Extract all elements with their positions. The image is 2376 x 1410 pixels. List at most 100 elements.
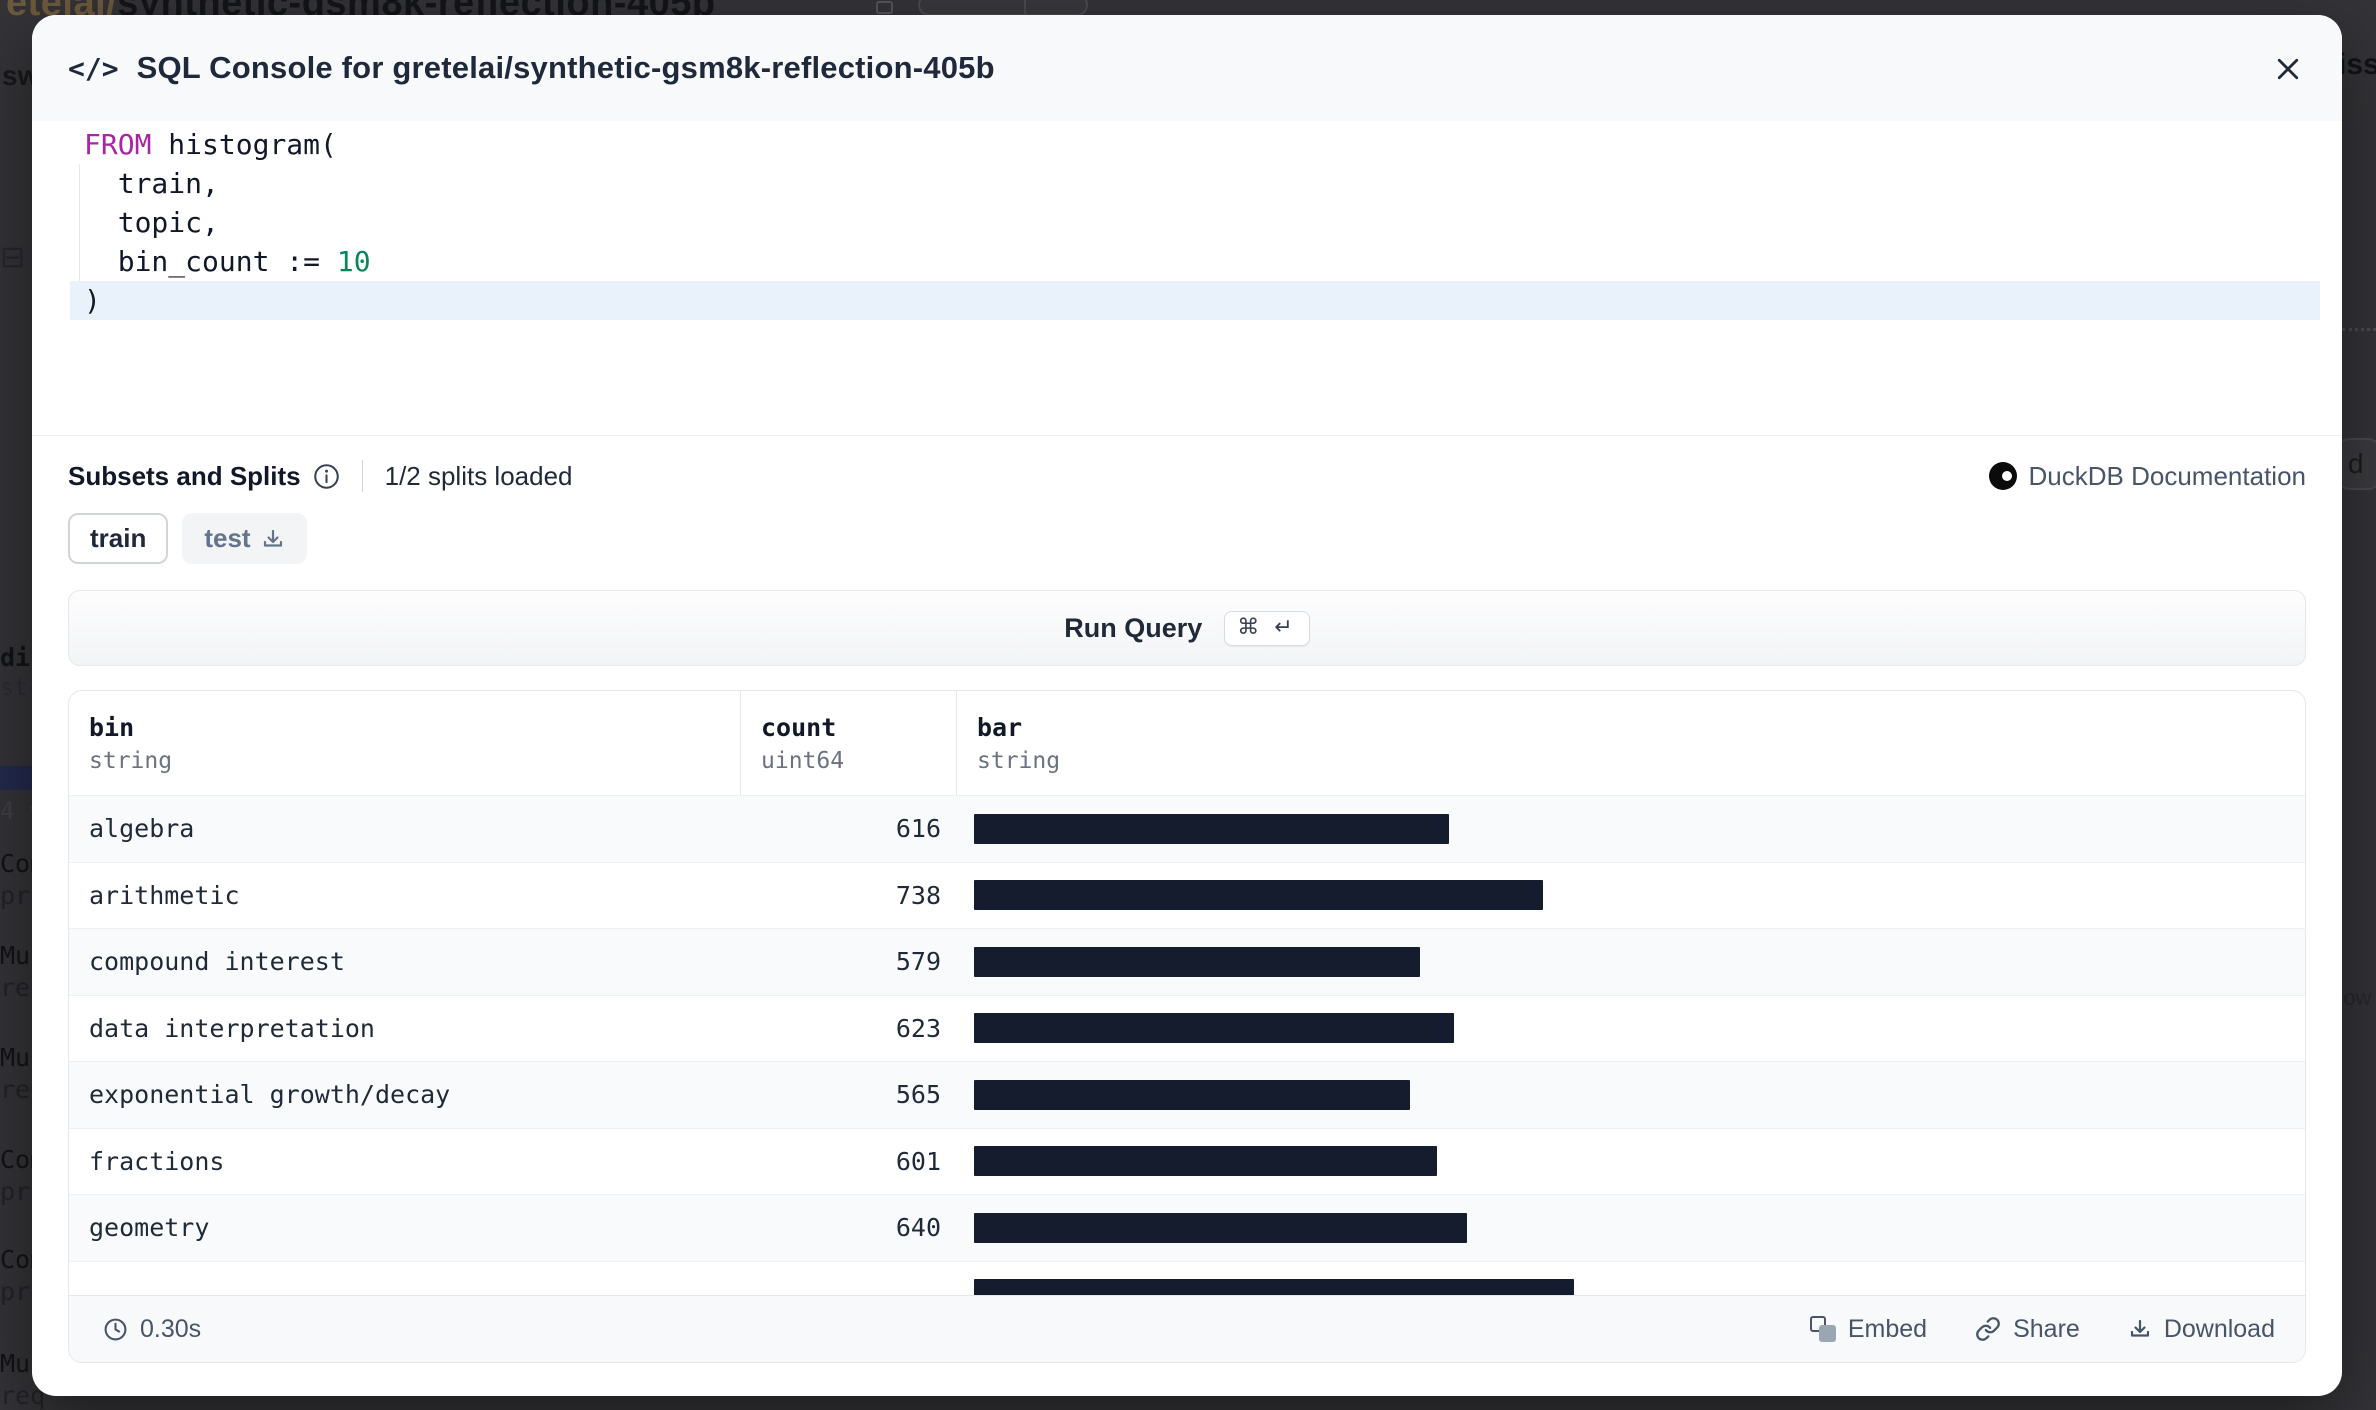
code-line-5: ) [70, 281, 2320, 320]
cell-bin: geometry [89, 1213, 210, 1243]
cell-bar [957, 1279, 2305, 1295]
split-selector: train test [68, 513, 307, 564]
download-icon [263, 529, 282, 547]
histogram-bar [974, 813, 1449, 844]
cell-count: 640 [895, 1213, 941, 1243]
results-table-header: bin string count uint64 bar string [69, 691, 2305, 795]
results-panel: bin string count uint64 bar string algebra 616… [68, 690, 2306, 1363]
cell-count: 616 [895, 814, 941, 844]
code-line-2: train, [70, 164, 2320, 203]
cell-bar [957, 1146, 2305, 1177]
results-table-body[interactable]: algebra 616 arithmetic 738 compound interest… [69, 795, 2305, 1295]
table-row: exponential growth/decay 565 [69, 1061, 2305, 1128]
column-type: string [89, 748, 173, 774]
cell-bin: compound interest [89, 947, 345, 977]
code-line-4: bin_count := 10 [70, 242, 2320, 281]
table-row: geometry 640 [69, 1194, 2305, 1261]
run-query-label: Run Query [1064, 612, 1203, 643]
cell-count: 623 [895, 1013, 941, 1043]
cell-bar [957, 880, 2305, 911]
share-button[interactable]: Share [1975, 1315, 2080, 1344]
embed-icon [1809, 1316, 1836, 1342]
background-like-pill [918, 0, 1088, 16]
footer-actions: Embed Share Download [1809, 1315, 2275, 1344]
split-label: train [90, 523, 147, 553]
column-name: bin [89, 713, 135, 742]
histogram-bar [974, 946, 1420, 977]
cell-bin: data interpretation [89, 1013, 375, 1043]
cell-bin: fractions [89, 1146, 225, 1176]
keyboard-shortcut-badge: ⌘ ↵ [1224, 610, 1310, 646]
cell-bar [957, 813, 2305, 844]
table-row: algebra 616 [69, 795, 2305, 862]
code-token: train, [84, 167, 219, 200]
cell-bin: arithmetic [89, 880, 240, 910]
cell-count: 601 [895, 1146, 941, 1176]
column-name: count [761, 713, 837, 742]
embed-button[interactable]: Embed [1809, 1315, 1927, 1344]
table-row: arithmetic 738 [69, 861, 2305, 929]
code-token: ) [84, 284, 101, 317]
cell-count: 579 [895, 947, 941, 977]
background-selected-strip [0, 766, 33, 790]
close-button[interactable] [2268, 49, 2308, 89]
cell-bar [957, 946, 2305, 977]
background-fragment: issa [2338, 48, 2376, 81]
histogram-bar [974, 1146, 1437, 1177]
cell-count: 738 [895, 880, 941, 910]
code-token: topic, [84, 206, 219, 239]
query-duration: 0.30s [103, 1315, 201, 1344]
cell-bar [957, 1212, 2305, 1243]
subsets-splits-row: Subsets and Splits 1/2 splits loaded Duc… [68, 453, 2306, 499]
histogram-bar [974, 1212, 1467, 1243]
split-button-train[interactable]: train [68, 513, 169, 564]
table-row: fractions 601 [69, 1127, 2305, 1195]
download-icon [2130, 1319, 2149, 1337]
clock-icon [104, 1318, 127, 1340]
subsets-splits-heading: Subsets and Splits [68, 460, 301, 491]
histogram-bar [974, 1279, 1574, 1295]
histogram-bar [974, 1013, 1454, 1044]
code-token: FROM [84, 128, 152, 161]
duckdb-documentation-link[interactable]: DuckDB Documentation [1988, 460, 2306, 492]
code-token: 10 [336, 245, 371, 278]
code-token: bin_count := [84, 245, 337, 278]
sql-editor[interactable]: FROM histogram( train, topic, bin_count … [70, 125, 2320, 320]
cell-count: 565 [895, 1080, 941, 1110]
indent-guide [79, 164, 80, 281]
column-header-bar: bar string [957, 691, 2305, 795]
column-type: string [977, 748, 1061, 774]
column-name: bar [977, 713, 1023, 742]
column-header-bin: bin string [69, 691, 741, 795]
code-brackets-icon: </> [68, 51, 119, 85]
info-icon [313, 463, 339, 489]
histogram-bar [974, 880, 1543, 911]
splits-loaded-status: 1/2 splits loaded [384, 460, 573, 491]
split-label: test [204, 523, 251, 553]
run-query-button[interactable]: Run Query ⌘ ↵ [68, 590, 2306, 666]
table-row: compound interest 579 [69, 928, 2305, 995]
column-header-count: count uint64 [741, 691, 957, 795]
duckdb-documentation-label: DuckDB Documentation [2028, 460, 2306, 491]
histogram-bar [974, 1079, 1410, 1110]
code-line-1: FROM histogram( [70, 125, 2320, 164]
code-line-3: topic, [70, 203, 2320, 242]
split-button-test[interactable]: test [182, 513, 307, 564]
modal-header: </> SQL Console for gretelai/synthetic-g… [32, 15, 2342, 121]
cell-bin: algebra [89, 814, 195, 844]
duckdb-logo-icon [1988, 462, 2017, 490]
cell-bar [957, 1079, 2305, 1110]
modal-title: SQL Console for gretelai/synthetic-gsm8k… [136, 50, 995, 85]
background-dotted-divider [2342, 328, 2376, 331]
cell-bin: exponential growth/decay [89, 1080, 451, 1110]
results-footer: 0.30s Embed Share Download [69, 1295, 2305, 1362]
share-icon [1976, 1317, 2000, 1341]
vertical-divider [361, 460, 363, 492]
query-duration-value: 0.30s [140, 1314, 202, 1343]
background-copy-icon [876, 1, 893, 14]
download-label: Download [2163, 1314, 2275, 1343]
download-button[interactable]: Download [2128, 1315, 2275, 1344]
info-button[interactable] [313, 463, 340, 490]
table-row-partial [69, 1260, 2305, 1295]
